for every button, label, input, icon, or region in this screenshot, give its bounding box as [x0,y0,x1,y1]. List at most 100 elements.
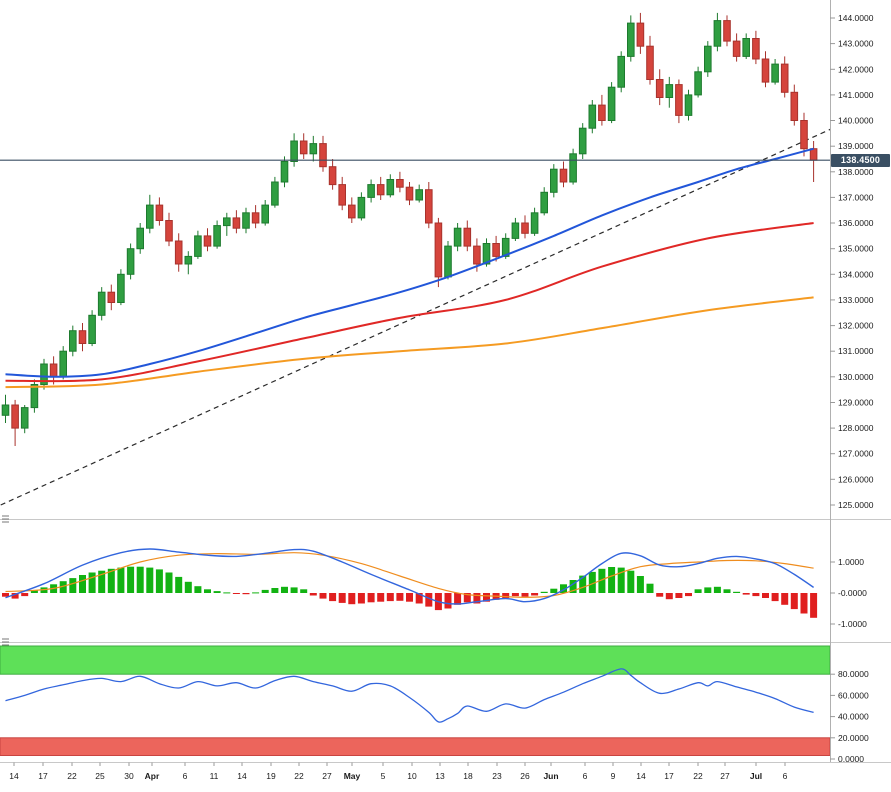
candle [78,323,87,352]
trendline-dashed[interactable] [0,128,833,506]
time-axis-label: 23 [492,771,502,781]
candle [396,171,404,193]
price-pane[interactable] [0,12,833,506]
price-axis-label: 142.0000 [838,64,874,74]
time-axis[interactable]: 14 17 22 25 30 Apr 6 11 14 19 22 27 May 5 10 13 18 23 26 Ju… [9,762,788,782]
time-axis-label: 11 [210,771,219,781]
candle [607,82,616,124]
candle [780,56,789,98]
candle [646,35,654,85]
current-price-label: 138.4500 [831,154,890,167]
candle [742,33,751,59]
candle [425,182,433,229]
candle [328,159,337,190]
stoch-axis-label: 20.0000 [838,733,869,743]
time-axis-label: 25 [95,771,105,781]
time-axis-label: Jun [543,771,558,781]
candle [184,251,193,275]
price-axis[interactable]: 144.0000 143.0000 142.0000 141.0000 140.0000… [830,0,874,764]
pane-resize-grip[interactable] [2,638,9,646]
stochastic-pane[interactable] [0,645,830,756]
candle [732,33,741,62]
time-axis-label: 19 [266,771,276,781]
ma-fast-line[interactable] [5,147,814,378]
candles-layer [1,12,818,446]
candle [550,164,558,198]
candle [453,223,462,252]
candle [213,220,221,249]
price-axis-label: 129.0000 [838,398,874,408]
candle [280,156,289,188]
pane-resize-grip[interactable] [2,515,9,523]
ma-mid-line[interactable] [5,222,814,383]
candle [20,405,29,434]
candle [126,243,135,280]
candle [165,212,173,247]
candle [261,200,269,226]
candle [136,223,144,254]
stoch-axis-label: 40.0000 [838,712,869,722]
candle [146,194,154,234]
candle [675,79,683,124]
price-axis-label: 144.0000 [838,13,874,23]
price-axis-label: 126.0000 [838,474,874,484]
time-axis-label: 22 [294,771,304,781]
price-axis-label: 136.0000 [838,218,874,228]
time-axis-label: 14 [237,771,247,781]
candle [655,69,664,106]
candle [386,174,395,198]
candle [617,51,626,93]
candle [530,207,539,236]
candle [771,59,779,85]
candle [809,141,818,182]
price-axis-label: 143.0000 [838,39,874,49]
ma-slow-line[interactable] [5,296,814,389]
price-axis-label: 132.0000 [838,321,874,331]
time-axis-label: 22 [67,771,77,781]
time-axis-label: 13 [435,771,445,781]
candle [752,30,760,65]
stoch-axis-label: 80.0000 [838,669,869,679]
price-axis-label: 139.0000 [838,141,874,151]
candle [348,197,356,223]
candle [59,346,68,380]
candle [559,161,568,188]
time-axis-label: Jul [750,771,762,781]
price-axis-label: 135.0000 [838,244,874,254]
candle [415,184,423,203]
candle [376,176,385,200]
oversold-band [0,737,830,756]
price-axis-label: 125.0000 [838,500,874,510]
candle [627,15,635,62]
time-axis-label: 10 [407,771,417,781]
candle [251,205,260,229]
candle [299,133,308,159]
candle [319,135,327,172]
macd-axis-label: 1.0000 [838,557,864,567]
candle [338,176,346,211]
candle [569,148,577,185]
candle [790,84,799,126]
time-axis-label: 17 [664,771,674,781]
candle [174,233,183,272]
time-axis-label: 5 [381,771,386,781]
candle [242,207,250,234]
candle [588,100,597,134]
price-axis-label: 137.0000 [838,192,874,202]
price-axis-label: 131.0000 [838,346,874,356]
time-axis-label: 14 [636,771,646,781]
overbought-band [0,645,830,675]
price-axis-label: 134.0000 [838,269,874,279]
candle [665,76,674,108]
stoch-axis-label: 60.0000 [838,690,869,700]
candle [107,284,116,311]
candle [97,287,106,321]
price-axis-label: 128.0000 [838,423,874,433]
stochastic-line [5,668,814,723]
macd-pane[interactable] [2,548,818,618]
candle [578,123,587,159]
price-axis-label: 133.0000 [838,295,874,305]
candle [232,210,241,234]
candle [694,66,702,98]
